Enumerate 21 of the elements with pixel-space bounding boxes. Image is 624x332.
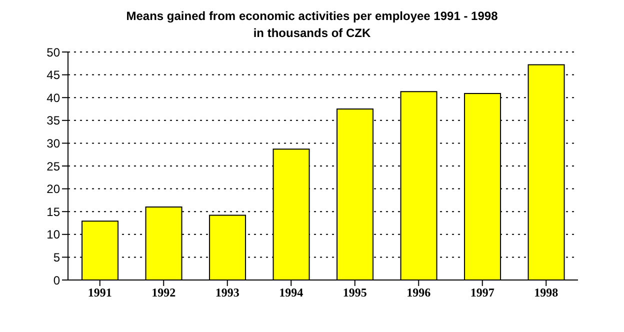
chart-subtitle: in thousands of CZK: [252, 25, 372, 42]
y-tick-label: 35: [46, 114, 60, 128]
y-tick-label: 0: [53, 273, 60, 288]
y-tick-label: 30: [46, 136, 60, 150]
x-tick-label: 1998: [534, 286, 558, 300]
x-tick-label: 1992: [152, 286, 176, 300]
x-tick-label: 1994: [279, 286, 304, 300]
x-tick-label: 1997: [470, 286, 494, 300]
y-tick-label: 40: [46, 90, 60, 105]
y-tick-label: 10: [46, 228, 60, 242]
y-tick-label: 15: [46, 204, 60, 219]
y-tick-label: 5: [53, 250, 60, 264]
x-tick-label: 1993: [215, 286, 240, 300]
y-tick-label: 50: [46, 45, 60, 60]
y-tick-label: 45: [46, 68, 60, 82]
x-tick-label: 1991: [88, 286, 112, 300]
y-tick-label: 20: [46, 182, 60, 196]
y-tick-label: 25: [46, 159, 60, 174]
chart-title: Means gained from economic activities per employee 1991 - 1998: [125, 8, 499, 25]
x-tick-label: 1996: [406, 286, 431, 300]
x-tick-label: 1995: [342, 286, 367, 300]
